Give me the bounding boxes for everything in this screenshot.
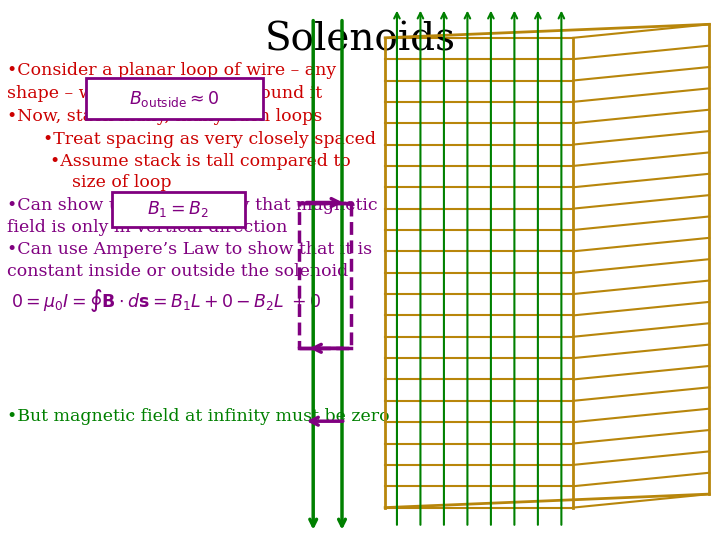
- Text: •Assume stack is tall compared to: •Assume stack is tall compared to: [50, 153, 351, 170]
- Text: $B_1 = B_2$: $B_1 = B_2$: [148, 199, 209, 219]
- Bar: [112, 192, 245, 227]
- Text: •Can show using symmetry that magnetic: •Can show using symmetry that magnetic: [7, 197, 378, 214]
- Text: Solenoids: Solenoids: [264, 22, 456, 59]
- Text: •Consider a planar loop of wire – any: •Consider a planar loop of wire – any: [7, 62, 336, 79]
- Text: •Can use Ampere’s Law to show that it is: •Can use Ampere’s Law to show that it is: [7, 241, 372, 258]
- Text: shape – with a current: shape – with a current: [7, 85, 210, 102]
- Bar: [299, 202, 351, 348]
- Text: •Treat spacing as very closely spaced: •Treat spacing as very closely spaced: [43, 131, 376, 147]
- Text: $0 = \mu_0 I = \oint \mathbf{B} \cdot d\mathbf{s} = B_1 L + 0 - B_2 L \; +0$: $0 = \mu_0 I = \oint \mathbf{B} \cdot d\…: [11, 287, 321, 314]
- Bar: [86, 78, 263, 119]
- Text: $B_{\rm outside} \approx 0$: $B_{\rm outside} \approx 0$: [130, 89, 220, 109]
- Text: •Now, stack many, many such loops: •Now, stack many, many such loops: [7, 108, 323, 125]
- Text: going around it: going around it: [181, 85, 323, 102]
- Text: field is only in vertical direction: field is only in vertical direction: [7, 219, 287, 235]
- Text: I: I: [171, 85, 178, 102]
- Text: •But magnetic field at infinity must be zero: •But magnetic field at infinity must be …: [7, 408, 390, 424]
- Text: size of loop: size of loop: [72, 174, 171, 191]
- Text: constant inside or outside the solenoid: constant inside or outside the solenoid: [7, 263, 348, 280]
